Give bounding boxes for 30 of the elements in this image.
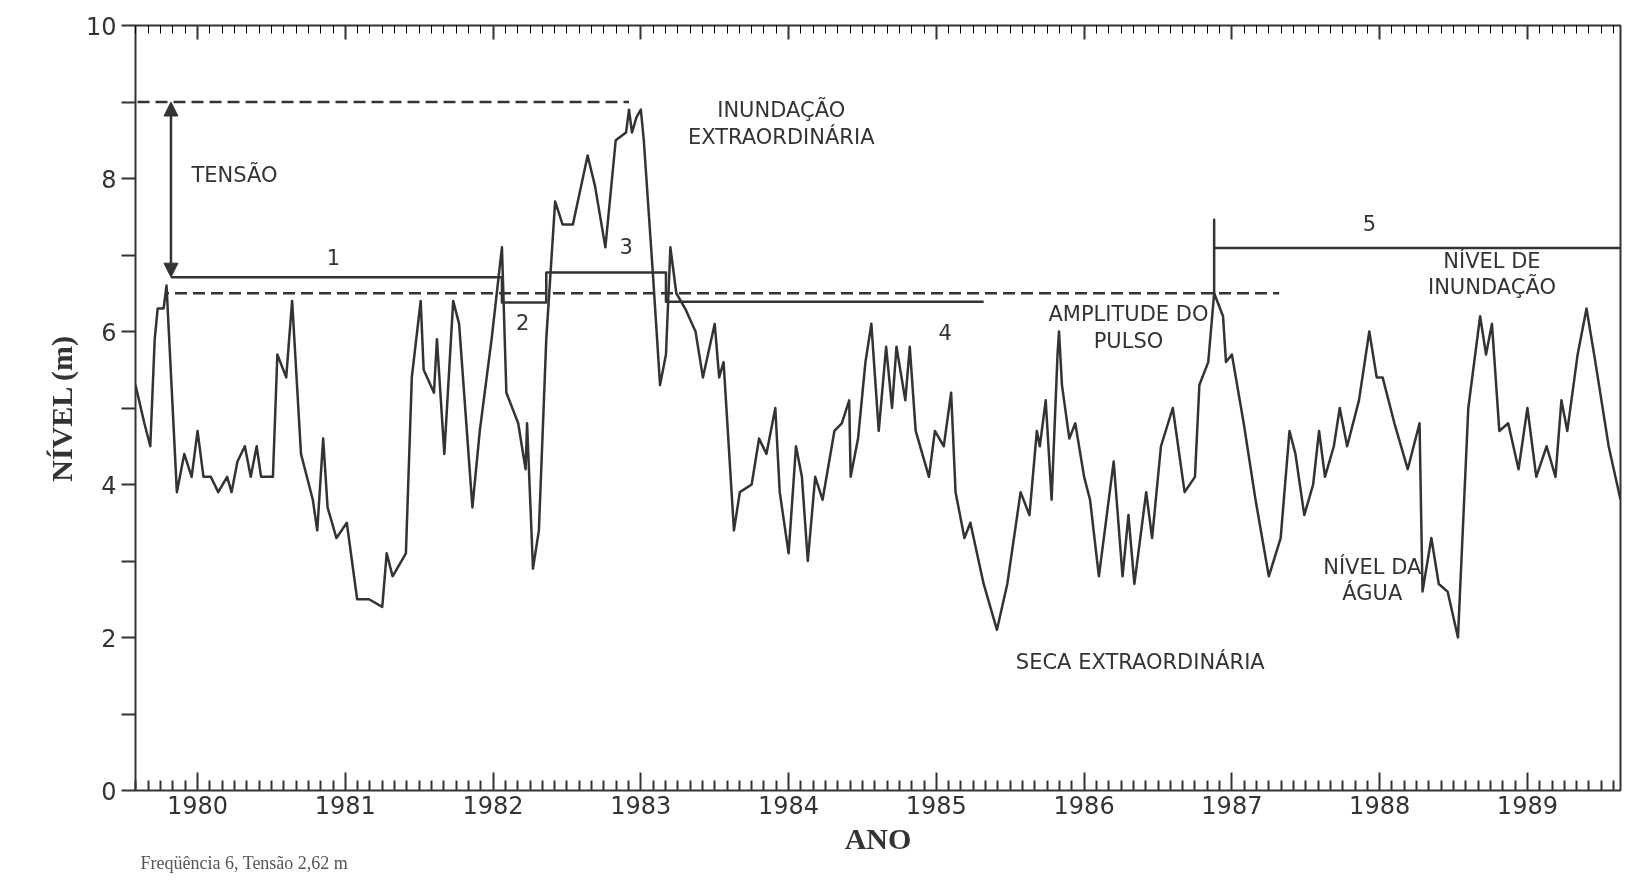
annotation: 1: [326, 246, 341, 271]
x-tick-label: 1984: [758, 791, 820, 820]
annotation: TENSÃO: [190, 160, 278, 187]
x-tick-label: 1987: [1201, 791, 1263, 820]
annotation: NÍVEL DE INUNDAÇÃO: [1427, 247, 1556, 300]
annotation: INUNDAÇÃO EXTRAORDINÁRIA: [687, 96, 876, 149]
y-tick-label: 4: [101, 471, 117, 500]
annotation: 2: [515, 311, 530, 336]
y-tick-label: 0: [101, 777, 117, 806]
x-tick-label: 1986: [1053, 791, 1115, 820]
x-axis-title: ANO: [844, 821, 912, 855]
y-axis-title: NÍVEL (m): [44, 335, 79, 482]
x-tick-label: 1983: [610, 791, 672, 820]
x-tick-label: 1982: [462, 791, 524, 820]
annotation: NÍVEL DA ÁGUA: [1323, 553, 1422, 606]
annotation: AMPLITUDE DO PULSO: [1048, 302, 1209, 353]
y-tick-label: 2: [101, 624, 117, 653]
text: Freqüência 6, Tensão 2,62 m: [140, 852, 348, 873]
x-tick-label: 1980: [167, 791, 229, 820]
y-tick-label: 8: [101, 165, 117, 194]
annotation: 4: [938, 320, 952, 345]
x-tick-label: 1985: [905, 791, 967, 820]
y-tick-label: 10: [85, 12, 117, 41]
x-tick-label: 1988: [1349, 791, 1411, 820]
annotation: 5: [1362, 211, 1376, 236]
y-tick-label: 6: [101, 318, 117, 347]
annotation: 3: [619, 234, 633, 259]
x-tick-label: 1989: [1496, 791, 1558, 820]
x-tick-label: 1981: [314, 791, 376, 820]
annotation: SECA EXTRAORDINÁRIA: [1015, 648, 1266, 674]
